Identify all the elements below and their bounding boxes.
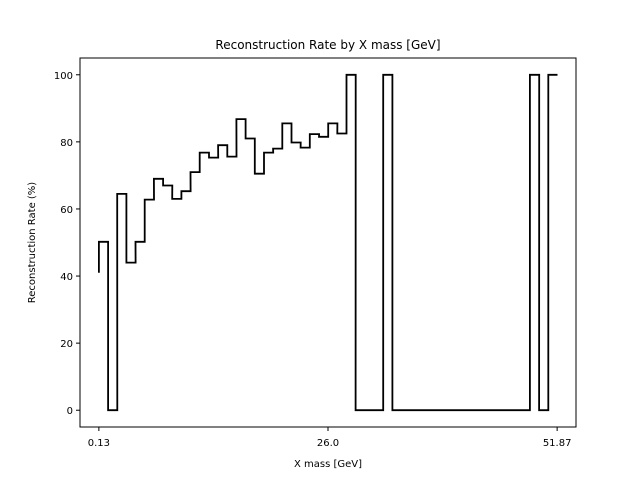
y-tick-label: 100 <box>54 71 73 82</box>
chart-title: Reconstruction Rate by X mass [GeV] <box>215 38 440 52</box>
y-axis: 0 20 40 60 80 100 <box>54 71 80 417</box>
series-line <box>98 73 558 412</box>
plot-frame <box>79 57 577 428</box>
x-tick-label: 0.13 <box>88 438 110 449</box>
y-axis-label: Reconstruction Rate (%) <box>27 182 38 304</box>
plot-area <box>98 73 558 412</box>
y-tick-label: 40 <box>60 272 73 283</box>
x-axis: 0.13 26.0 51.87 <box>88 427 572 449</box>
y-tick-label: 20 <box>60 339 73 350</box>
x-axis-label: X mass [GeV] <box>294 459 362 470</box>
y-tick-label: 0 <box>67 406 73 417</box>
y-tick-label: 60 <box>60 205 73 216</box>
x-tick-label: 26.0 <box>317 438 339 449</box>
y-tick-label: 80 <box>60 138 73 149</box>
x-tick-label: 51.87 <box>543 438 572 449</box>
